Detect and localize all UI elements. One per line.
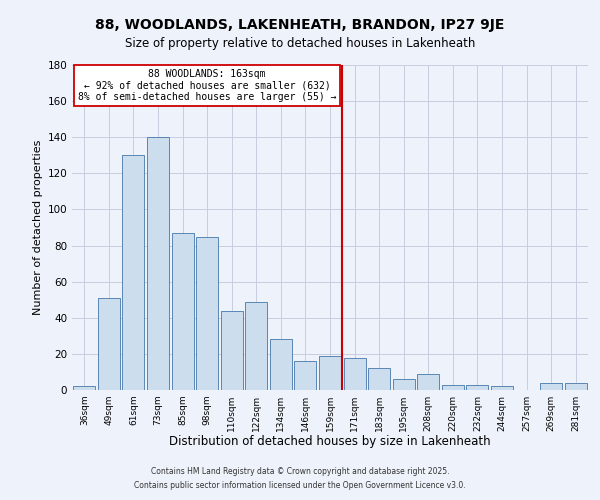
- Bar: [245, 302, 268, 390]
- Bar: [565, 383, 587, 390]
- Text: 88, WOODLANDS, LAKENHEATH, BRANDON, IP27 9JE: 88, WOODLANDS, LAKENHEATH, BRANDON, IP27…: [95, 18, 505, 32]
- Text: Contains public sector information licensed under the Open Government Licence v3: Contains public sector information licen…: [134, 481, 466, 490]
- Bar: [221, 310, 243, 390]
- Text: Size of property relative to detached houses in Lakenheath: Size of property relative to detached ho…: [125, 38, 475, 51]
- Text: Contains HM Land Registry data © Crown copyright and database right 2025.: Contains HM Land Registry data © Crown c…: [151, 467, 449, 476]
- Bar: [417, 374, 439, 390]
- Bar: [368, 368, 390, 390]
- Bar: [319, 356, 341, 390]
- Bar: [540, 383, 562, 390]
- Bar: [295, 361, 316, 390]
- Text: 88 WOODLANDS: 163sqm
← 92% of detached houses are smaller (632)
8% of semi-detac: 88 WOODLANDS: 163sqm ← 92% of detached h…: [78, 68, 337, 102]
- Bar: [491, 386, 513, 390]
- Bar: [442, 384, 464, 390]
- Bar: [344, 358, 365, 390]
- Bar: [392, 379, 415, 390]
- Bar: [98, 298, 120, 390]
- Y-axis label: Number of detached properties: Number of detached properties: [33, 140, 43, 315]
- Bar: [147, 137, 169, 390]
- Bar: [73, 386, 95, 390]
- Bar: [172, 233, 194, 390]
- Bar: [122, 156, 145, 390]
- Bar: [270, 340, 292, 390]
- Bar: [466, 384, 488, 390]
- Bar: [196, 236, 218, 390]
- X-axis label: Distribution of detached houses by size in Lakenheath: Distribution of detached houses by size …: [169, 436, 491, 448]
